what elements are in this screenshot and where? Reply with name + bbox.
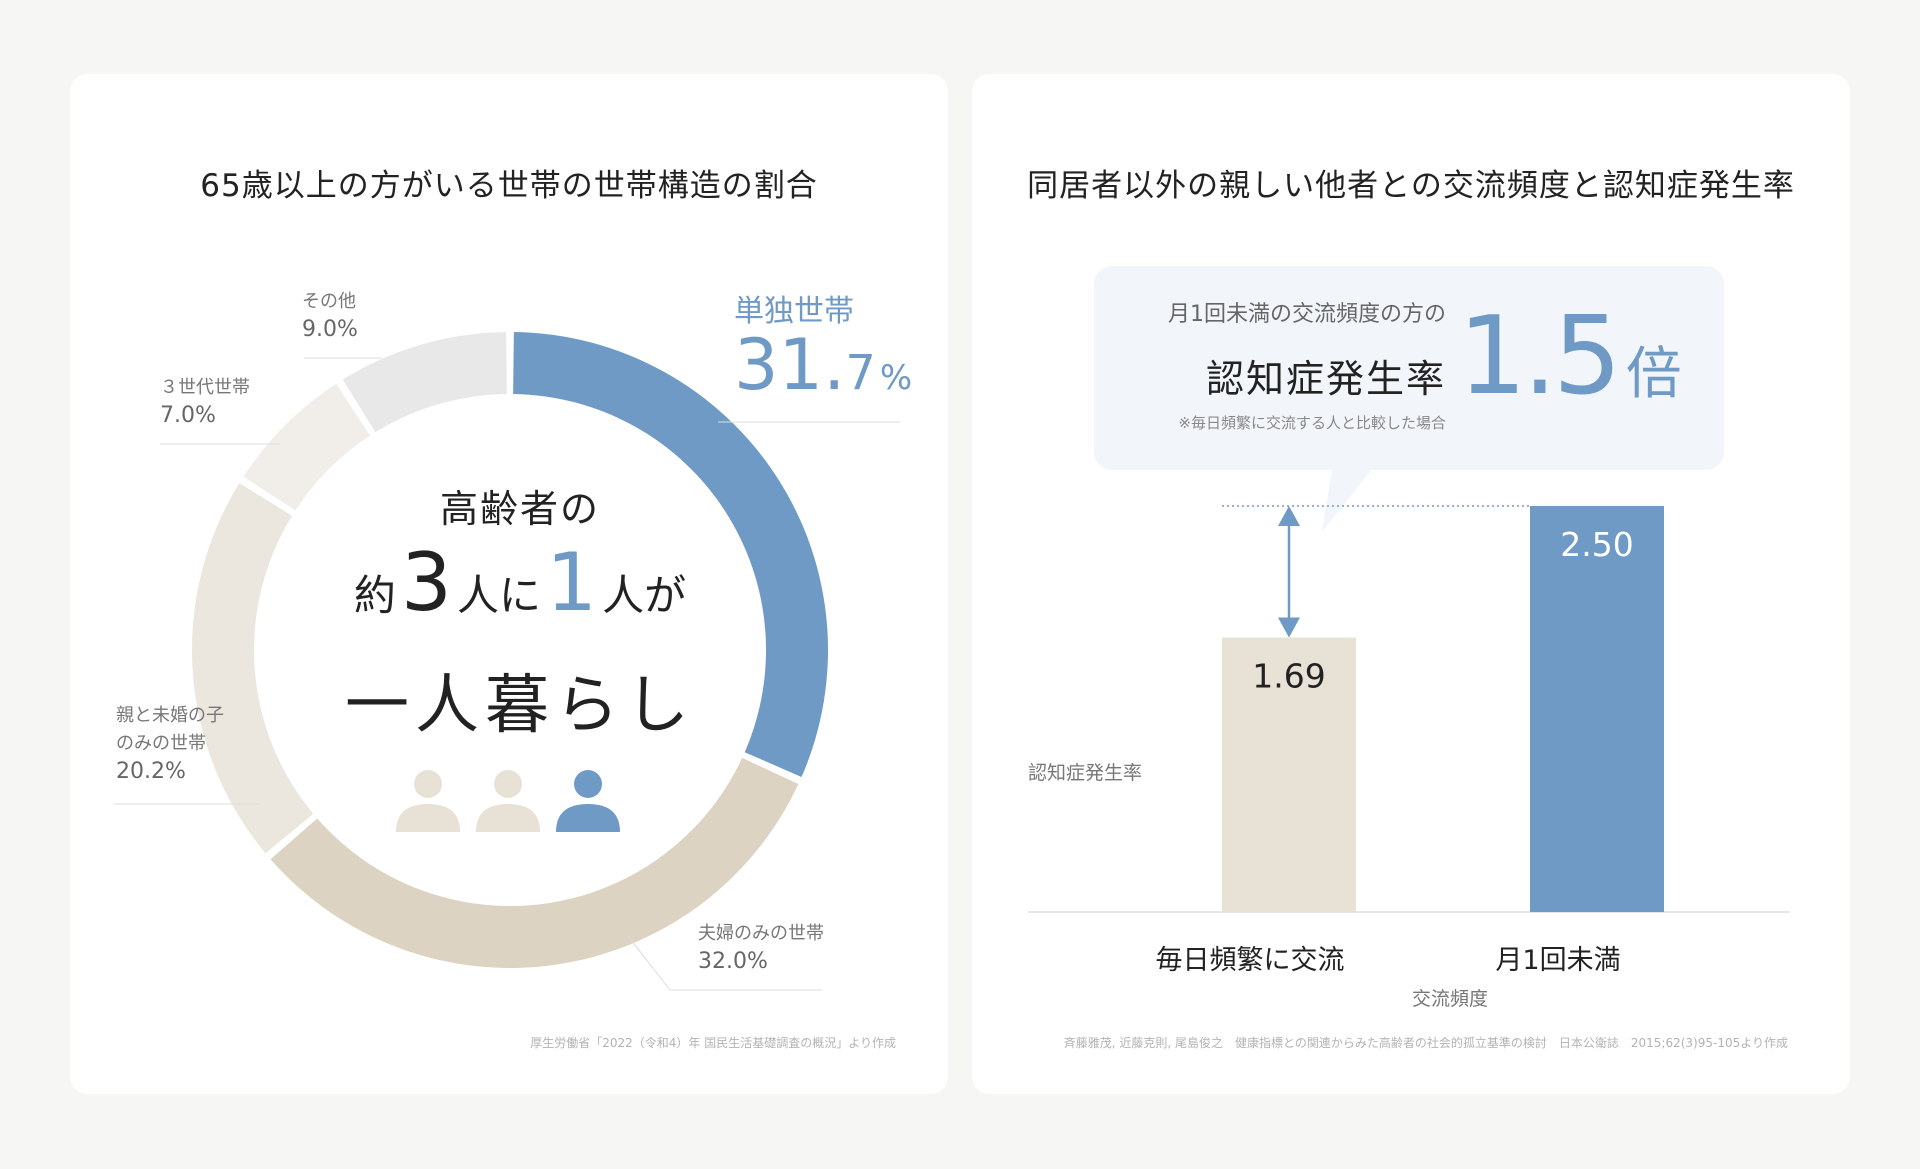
center-line1: 高齢者の <box>439 487 600 531</box>
callout-box: 月1回未満の交流頻度の方の 認知症発生率 ※毎日頻繁に交流する人と比較した場合 … <box>1094 266 1724 470</box>
label-three-generation-value: 7.0% <box>160 403 216 428</box>
label-three-generation: ３世代世帯 7.0% <box>160 374 250 430</box>
slice-couple <box>270 757 799 968</box>
label-other: その他 9.0% <box>302 288 358 344</box>
dementia-rate-card: 同居者以外の親しい他者との交流頻度と認知症発生率 月1回未満の交流頻度の方の 認… <box>972 74 1850 1094</box>
left-source: 厚生労働省「2022（令和4）年 国民生活基礎調査の概況」より作成 <box>530 1036 896 1050</box>
person-icon <box>396 770 460 832</box>
callout-line1: 月1回未満の交流頻度の方の <box>1168 302 1446 327</box>
person-icon <box>476 770 540 832</box>
bar-daily <box>1222 637 1356 912</box>
bar-chart: 1.69 2.50 <box>1028 469 1790 913</box>
slice-single <box>513 332 828 777</box>
y-axis-label: 認知症発生率 <box>1028 762 1143 784</box>
bar-value-label: 1.69 <box>1252 657 1325 696</box>
label-parent-child: 親と未婚の子 のみの世帯 20.2% <box>116 702 224 786</box>
slice-other <box>342 332 507 433</box>
slice-parent-child <box>192 483 314 854</box>
x-category-daily: 毎日頻繁に交流 <box>1155 945 1345 976</box>
label-other-value: 9.0% <box>302 317 358 342</box>
household-structure-card: 65歳以上の方がいる世帯の世帯構造の割合 単独世帯 31.7% 夫婦のみの世帯 … <box>70 74 948 1094</box>
callout-big-unit: 倍 <box>1625 342 1682 407</box>
callout-pointer <box>1322 469 1372 532</box>
label-parent-child-value: 20.2% <box>116 759 186 784</box>
label-couple-only-name: 夫婦のみの世帯 <box>698 923 824 944</box>
x-category-monthly: 月1回未満 <box>1495 945 1621 976</box>
label-parent-child-name2: のみの世帯 <box>116 733 206 754</box>
center-pre: 約 <box>353 571 396 620</box>
x-axis-label: 交流頻度 <box>1411 988 1488 1010</box>
center-post: 人が <box>602 571 687 620</box>
label-parent-child-name: 親と未婚の子 <box>116 705 224 726</box>
bar-chart-title: 同居者以外の親しい他者との交流頻度と認知症発生率 <box>1027 168 1795 204</box>
callout-big-value: 1.5 <box>1458 294 1622 419</box>
highlight-value-dec: 7 <box>845 345 876 401</box>
callout-big: 1.5 倍 <box>1458 294 1682 419</box>
center-num2: 1 <box>546 536 597 629</box>
center-line2: 約 3 人に 1 人が <box>310 536 730 629</box>
highlight-value-unit: % <box>879 358 913 398</box>
center-mid: 人に <box>456 571 541 620</box>
highlight-value-int: 31. <box>734 324 846 406</box>
arrow-head-up <box>1278 506 1300 526</box>
right-source: 斉藤雅茂, 近藤克則, 尾島俊之 健康指標との関連からみた高齢者の社会的孤立基準… <box>1063 1036 1788 1050</box>
label-couple-only-value: 32.0% <box>698 949 768 974</box>
person-icon-highlight <box>556 770 620 832</box>
arrow-head-down <box>1278 617 1300 638</box>
label-couple-only: 夫婦のみの世帯 32.0% <box>698 920 824 976</box>
center-num1: 3 <box>400 536 452 629</box>
donut-chart-title: 65歳以上の方がいる世帯の世帯構造の割合 <box>200 168 818 204</box>
label-three-generation-name: ３世代世帯 <box>160 377 250 398</box>
leader-couple <box>627 935 822 991</box>
center-line3: 一人暮らし <box>345 669 695 743</box>
slice-three-gen <box>243 383 371 511</box>
callout-note: ※毎日頻繁に交流する人と比較した場合 <box>1178 414 1446 432</box>
label-other-name: その他 <box>302 291 356 312</box>
bar-value-label: 2.50 <box>1560 525 1633 564</box>
bar-monthly <box>1530 506 1664 912</box>
person-icons <box>396 770 620 832</box>
highlight-label: 単独世帯 <box>734 294 854 329</box>
donut-chart <box>114 332 900 991</box>
highlight-value: 31.7% <box>734 324 912 406</box>
callout-line2: 認知症発生率 <box>1205 357 1446 401</box>
